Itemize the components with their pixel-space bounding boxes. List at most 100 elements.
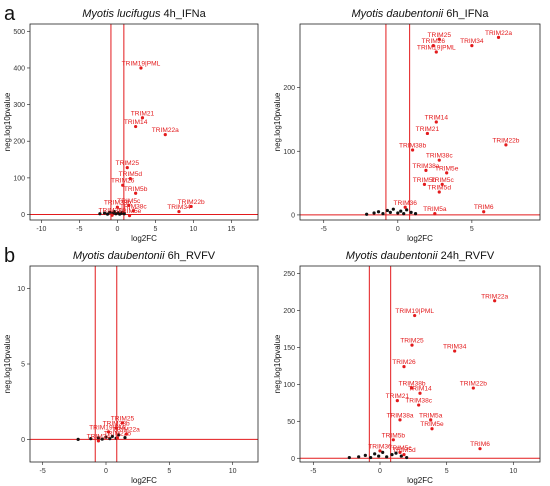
gene-point: [96, 436, 100, 440]
x-tick-label: 0: [104, 468, 108, 475]
point-label: TRIM26: [111, 178, 135, 185]
point-label: TRIM22a: [481, 293, 508, 300]
plot-frame: [299, 23, 541, 221]
gene-point: [385, 208, 390, 213]
x-tick-label: 10: [229, 468, 237, 475]
point-label: TRIM26: [422, 38, 446, 45]
trim-gene-point: [391, 438, 395, 442]
trim-gene-point: [434, 120, 438, 124]
point-label: TRIM19|PML: [89, 424, 128, 431]
y-tick-label: 200: [283, 308, 295, 315]
point-label: TRIM26: [392, 359, 416, 366]
trim-gene-point: [378, 449, 382, 453]
x-axis-label: log2FC: [407, 476, 433, 485]
point-label: TRIM22a: [113, 427, 140, 434]
point-label: TRIM6: [474, 204, 494, 211]
x-tick-label: -5: [40, 468, 46, 475]
gene-point: [76, 437, 80, 441]
trim-gene-point: [493, 299, 497, 303]
point-label: TRIM21: [416, 126, 440, 133]
trim-gene-point: [413, 313, 417, 318]
trim-gene-point: [410, 386, 414, 390]
point-label: TRIM36: [393, 200, 417, 207]
point-label: TRIM38b: [398, 381, 425, 388]
trim-gene-point: [96, 439, 100, 443]
gene-point: [385, 455, 389, 459]
point-label: TRIM5c: [388, 445, 412, 452]
trim-gene-point: [125, 166, 129, 170]
y-tick-label: 0: [21, 437, 25, 444]
gene-point: [372, 211, 376, 215]
y-tick-label: 50: [287, 419, 295, 426]
y-tick-label: 0: [291, 212, 295, 219]
trim-gene-point: [163, 133, 167, 137]
trim-gene-point: [418, 391, 422, 395]
chart-panel-3: b Myotis daubentonii 6h_RVFV TRIM25TRIM38b…: [3, 245, 259, 485]
y-axis-label: neg.log10pvalue: [273, 92, 282, 151]
trim-gene-point: [470, 44, 474, 48]
point-label: TRIM34: [167, 204, 191, 211]
title-species: Myotis daubentonii: [73, 250, 165, 262]
trim-gene-point: [445, 171, 449, 175]
trim-gene-point: [430, 427, 434, 431]
trim-gene-point: [471, 386, 475, 390]
trim-gene-point: [398, 450, 402, 454]
y-tick-label: 100: [283, 149, 295, 156]
point-label: TRIM5c: [431, 177, 455, 184]
trim-gene-point: [395, 399, 399, 403]
point-label: TRIM25: [400, 338, 424, 345]
trim-gene-point: [114, 426, 118, 430]
point-label: TRIM21: [386, 393, 410, 400]
x-axis-label: log2FC: [407, 234, 433, 243]
gene-point: [394, 451, 398, 455]
gene-point: [89, 437, 93, 441]
plot-area: TRIM25TRIM38bTRIM19|PMLTRIM22aTRIM22bTRI…: [30, 266, 258, 462]
trim-gene-point: [110, 213, 114, 217]
point-label: TRIM5d: [428, 185, 452, 192]
plot-area: TRIM22a TRIM19|PML TRIM25 TRIM34 TRIM26 TRIM3…: [300, 266, 540, 462]
y-tick-label: 150: [283, 345, 295, 352]
y-tick-label: 500: [13, 29, 25, 36]
gene-point: [105, 212, 110, 216]
gene-point: [390, 453, 394, 457]
gene-point: [110, 434, 114, 438]
panel-letter: a: [4, 3, 16, 25]
point-label: TRIM5c: [117, 198, 141, 205]
trim-gene-point: [131, 209, 135, 213]
gene-point: [108, 210, 112, 214]
chart-title: Myotis daubentonii 6h_IFNa: [352, 8, 490, 20]
point-label: TRIM25: [428, 32, 452, 39]
gene-point: [122, 212, 126, 216]
plot-frame: [29, 23, 259, 221]
plot-area: TRIM19|PML TRIM21 TRIM14 TRIM22a TRIM25 TRIM5…: [30, 24, 258, 220]
y-tick-label: 0: [21, 212, 25, 219]
x-tick-label: 5: [445, 468, 449, 475]
trim-gene-point: [496, 35, 501, 39]
chart-title: Myotis lucifugus 4h_IFNa: [82, 8, 206, 20]
trim-gene-point: [402, 453, 406, 457]
trim-gene-point: [410, 148, 415, 152]
gene-point: [396, 211, 400, 215]
gene-point: [117, 433, 121, 437]
trim-gene-point: [437, 37, 441, 41]
point-label: TRIM6: [470, 441, 490, 448]
gene-point: [123, 435, 127, 440]
point-label: TRIM22b: [460, 381, 487, 388]
y-tick-label: 0: [291, 456, 295, 463]
trim-gene-point: [431, 44, 435, 48]
trim-gene-point: [127, 203, 131, 207]
x-tick-label: 5: [153, 226, 157, 233]
trim-gene-point: [433, 212, 437, 216]
y-axis-label: neg.log10pvalue: [273, 334, 282, 393]
x-tick-label: 10: [509, 468, 517, 475]
gene-point: [120, 210, 124, 214]
trim-gene-point: [128, 177, 132, 181]
gene-point: [376, 210, 381, 214]
trim-gene-point: [429, 418, 433, 422]
point-label: TRIM14: [124, 119, 148, 126]
point-label: TRIM38b: [104, 200, 131, 207]
point-label: TRIM38b: [103, 421, 130, 428]
trim-gene-point: [437, 190, 441, 194]
point-label: TRIM38b: [399, 143, 426, 150]
